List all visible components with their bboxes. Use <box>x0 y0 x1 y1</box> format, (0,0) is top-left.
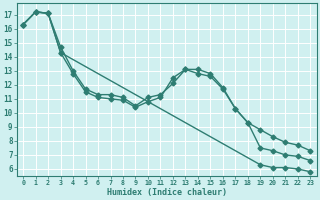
X-axis label: Humidex (Indice chaleur): Humidex (Indice chaleur) <box>107 188 227 197</box>
